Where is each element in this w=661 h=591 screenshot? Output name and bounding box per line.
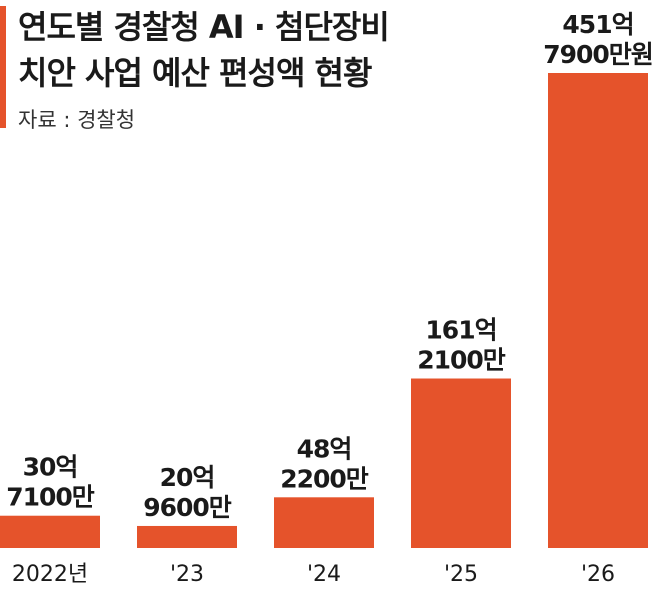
x-tick-label-1: '23 (170, 562, 204, 587)
chart-title-line-2: 치안 사업 예산 편성액 현황 (18, 54, 372, 92)
value-label-2-0: 48억 (297, 434, 352, 463)
value-label-2-1: 2200만 (280, 464, 369, 493)
x-tick-label-2: '24 (307, 562, 341, 587)
x-tick-label-0: 2022년 (12, 562, 88, 587)
x-tick-label-4: '26 (581, 562, 615, 587)
value-label-1-1: 9600만 (143, 493, 232, 522)
value-label-3-0: 161억 (425, 316, 496, 345)
value-label-4-0: 451억 (562, 10, 633, 39)
title-accent-bar (0, 6, 6, 128)
value-label-0-1: 7100만 (6, 483, 95, 512)
chart-source: 자료 : 경찰청 (18, 108, 136, 132)
bar-3 (411, 378, 511, 548)
bar-0 (0, 515, 100, 548)
x-tick-label-3: '25 (444, 562, 478, 587)
value-label-4-1: 7900만원 (543, 40, 653, 69)
value-label-0-0: 30억 (23, 453, 78, 482)
chart-title: 연도별 경찰청 AI · 첨단장비 치안 사업 예산 편성액 현황 (18, 4, 390, 96)
bar-1 (137, 525, 237, 548)
bar-4 (548, 73, 648, 548)
bar-2 (274, 497, 374, 548)
chart-title-line-1: 연도별 경찰청 AI · 첨단장비 (18, 8, 390, 46)
value-label-1-0: 20억 (160, 463, 215, 492)
value-label-3-1: 2100만 (417, 346, 506, 375)
